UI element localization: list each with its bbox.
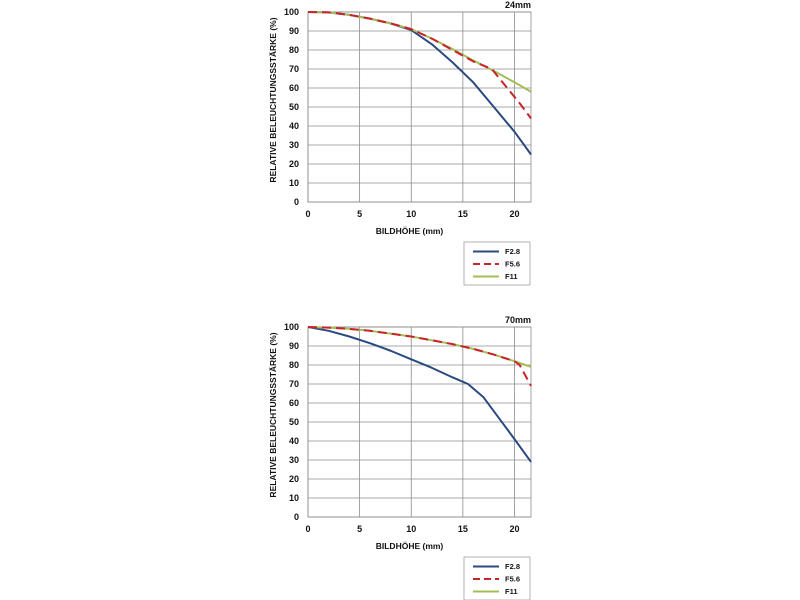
plot-frame (307, 11, 532, 203)
x-axis-label: BILDHÖHE (mm) (376, 226, 444, 236)
x-tick-label: 0 (305, 524, 310, 534)
legend-label: F11 (505, 272, 518, 281)
legend-label: F2.8 (505, 562, 520, 571)
x-tick-label: 5 (357, 209, 362, 219)
y-tick-label: 40 (289, 121, 299, 131)
legend: F2.8 F5.6 F11 (463, 241, 531, 286)
y-tick-label: 90 (289, 341, 299, 351)
y-tick-label: 60 (289, 398, 299, 408)
y-tick-label: 0 (294, 512, 299, 522)
y-tick-label: 40 (289, 436, 299, 446)
chart-title: 24mm (505, 0, 531, 10)
y-tick-label: 100 (284, 7, 299, 17)
chart-1: 0 10 20 30 40 50 60 70 80 90 100 0 5 10 15 20 70mm BILDHÖ… (268, 315, 532, 600)
x-tick-label: 20 (509, 524, 519, 534)
legend-label: F5.6 (505, 260, 520, 269)
y-tick-label: 60 (289, 83, 299, 93)
chart-title: 70mm (505, 315, 531, 325)
x-tick-label: 10 (406, 209, 416, 219)
legend: F2.8 F5.6 F11 (463, 556, 531, 600)
x-tick-label: 20 (509, 209, 519, 219)
series-line-f56 (308, 326, 532, 387)
y-tick-label: 50 (289, 102, 299, 112)
chart-0: 0 10 20 30 40 50 60 70 80 90 100 0 5 10 15 20 24mm BILDHÖ… (268, 0, 532, 286)
x-axis-label: BILDHÖHE (mm) (376, 541, 444, 551)
x-tick-label: 15 (458, 209, 468, 219)
y-tick-label: 70 (289, 64, 299, 74)
series-line-f11 (308, 11, 532, 93)
x-tick-label: 10 (406, 524, 416, 534)
y-tick-label: 0 (294, 197, 299, 207)
y-tick-label: 50 (289, 417, 299, 427)
y-tick-label: 10 (289, 178, 299, 188)
y-axis-label: RELATIVE BELEUCHTUNGSSTÄRKE (%) (268, 332, 278, 497)
y-tick-label: 30 (289, 140, 299, 150)
y-tick-label: 30 (289, 455, 299, 465)
y-tick-label: 20 (289, 474, 299, 484)
x-tick-label: 0 (305, 209, 310, 219)
legend-label: F11 (505, 587, 518, 596)
y-tick-label: 90 (289, 26, 299, 36)
series-line-f28 (308, 326, 532, 463)
y-tick-label: 80 (289, 45, 299, 55)
series-line-f56 (308, 11, 532, 119)
y-tick-label: 100 (284, 322, 299, 332)
y-tick-label: 70 (289, 379, 299, 389)
y-tick-label: 80 (289, 360, 299, 370)
y-tick-label: 10 (289, 493, 299, 503)
plot-frame (307, 326, 532, 518)
series-line-f11 (308, 326, 532, 368)
y-tick-label: 20 (289, 159, 299, 169)
legend-label: F2.8 (505, 247, 520, 256)
legend-label: F5.6 (505, 575, 520, 584)
y-axis-label: RELATIVE BELEUCHTUNGSSTÄRKE (%) (268, 17, 278, 182)
x-tick-label: 5 (357, 524, 362, 534)
x-tick-label: 15 (458, 524, 468, 534)
